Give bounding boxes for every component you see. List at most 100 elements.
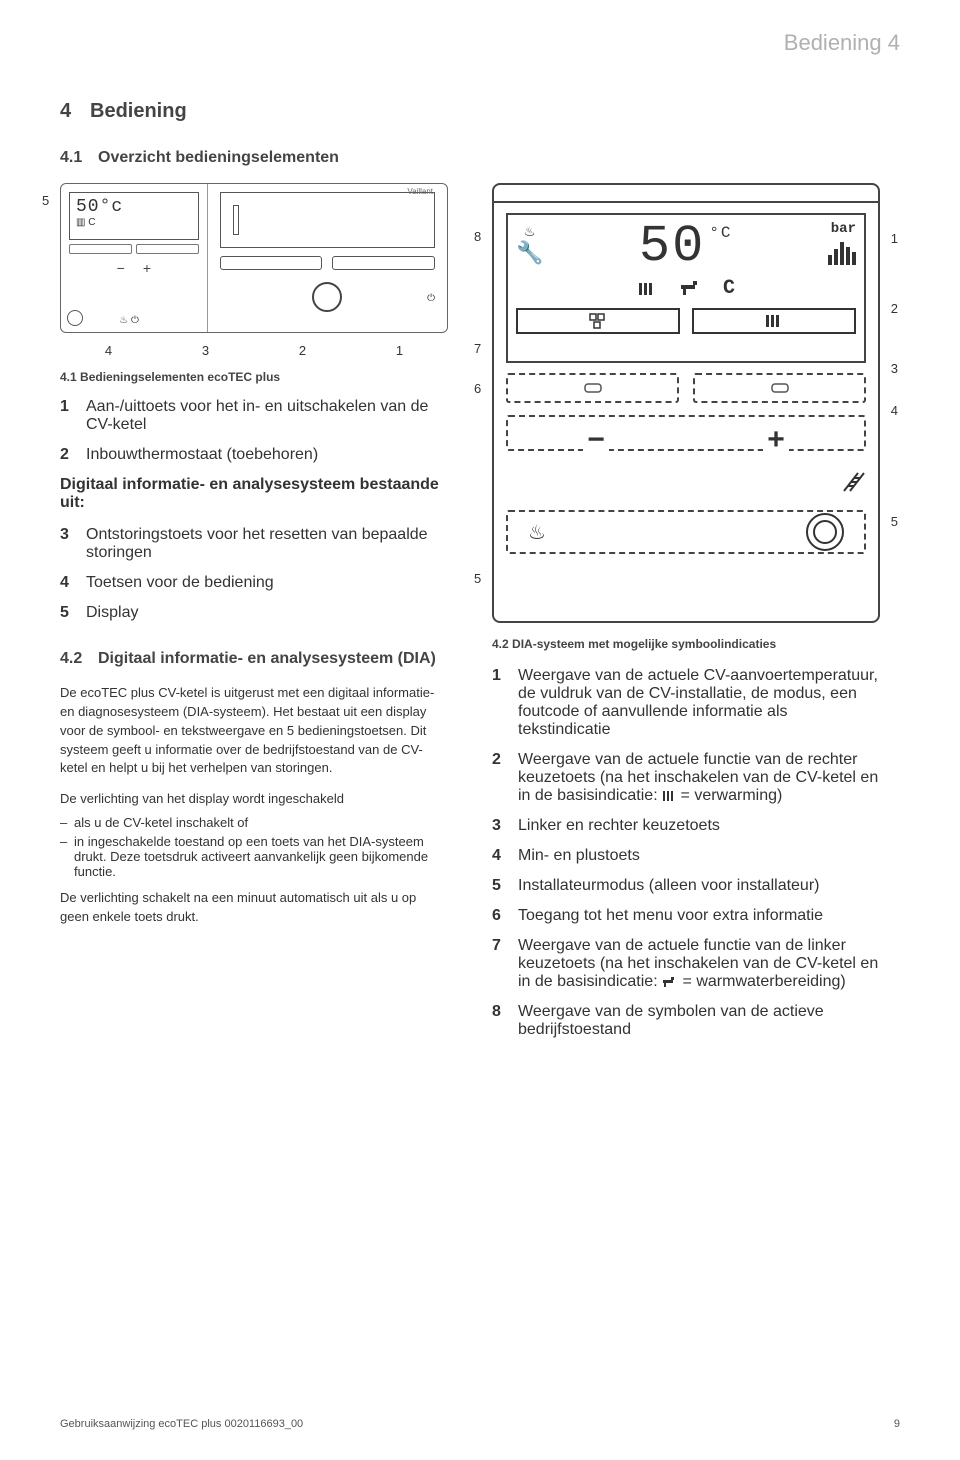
thermostat-button: [220, 256, 323, 270]
callout-num: 3: [891, 361, 898, 376]
footer-right: 9: [894, 1418, 900, 1430]
subsection-text: Overzicht bedieningselementen: [98, 149, 339, 166]
caption-text: Bedieningselementen ecoTEC plus: [80, 370, 280, 384]
left-softkey: [506, 373, 679, 403]
page-footer: Gebruiksaanwijzing ecoTEC plus 002011669…: [60, 1418, 900, 1430]
item-text: Weergave van de actuele functie van de l…: [518, 937, 880, 991]
tap-icon: [679, 277, 701, 300]
wrench-icon: 🔧: [516, 241, 543, 267]
pressure-bar-icon: [828, 239, 856, 265]
mini-button: [136, 244, 199, 254]
item-num: 5: [492, 877, 518, 895]
item-text: Weergave van de actuele functie van de r…: [518, 751, 880, 805]
right-key-label: [692, 308, 856, 334]
item-num: 8: [492, 1003, 518, 1039]
info-boxes-icon: [589, 313, 607, 329]
item-text: Linker en rechter keuzetoets: [518, 817, 880, 835]
caption-num: 4.2: [492, 637, 509, 651]
thermostat-dial: [312, 282, 342, 312]
brand-label: Vaillant: [407, 187, 433, 196]
section-number: 4: [60, 100, 90, 123]
callout-num: 3: [202, 343, 209, 358]
plus-minus-bar: [506, 415, 866, 451]
figure-4-1-caption: 4.1 Bedieningselementen ecoTEC plus: [60, 370, 448, 384]
panel-thermostat-section: Vaillant ⏻: [208, 184, 447, 332]
item-num: 1: [492, 667, 518, 739]
left-key-label: [516, 308, 680, 334]
degree-unit: °C: [709, 225, 732, 241]
callout-num: 6: [474, 381, 481, 396]
reset-button-icon: [67, 310, 83, 326]
subsection-4-1: 4.1Overzicht bedieningselementen: [60, 149, 900, 167]
mini-temp: 50°c: [76, 197, 192, 217]
subsection-number: 4.1: [60, 149, 98, 167]
thermostat-button: [332, 256, 435, 270]
footer-left: Gebruiksaanwijzing ecoTEC plus 002011669…: [60, 1418, 303, 1430]
temperature-value: 50°C: [639, 221, 733, 273]
item-text: Display: [86, 604, 448, 622]
callout-num: 7: [474, 341, 481, 356]
mini-button: [69, 244, 132, 254]
callout-num: 2: [299, 343, 306, 358]
power-button-icon: [806, 513, 844, 551]
callout-num: 4: [891, 403, 898, 418]
flame-icon: ♨: [525, 221, 535, 241]
ladder-icon: [840, 469, 866, 493]
radiator-icon: [662, 787, 676, 805]
right-softkey: [693, 373, 866, 403]
figure-4-2-caption: 4.2 DIA-systeem met mogelijke symboolind…: [492, 637, 880, 651]
section-title: 4Bediening: [60, 100, 900, 123]
running-header: Bediening 4: [784, 30, 900, 56]
figure-4-1-panel: 50°c ▥ C −+ ♨ ⏻ Vaillant: [60, 183, 448, 333]
item-num: 4: [60, 574, 86, 592]
mini-lcd: 50°c ▥ C: [69, 192, 199, 240]
item-num: 4: [492, 847, 518, 865]
list-item: als u de CV-ketel inschakelt of: [60, 815, 448, 830]
callout-num: 2: [891, 301, 898, 316]
item-num: 5: [60, 604, 86, 622]
paragraph: De verlichting schakelt na een minuut au…: [60, 889, 448, 927]
ladder-icon-row: [506, 469, 866, 498]
subsection-4-2: 4.2Digitaal informatie- en analysesystee…: [60, 650, 448, 668]
callout-num: 1: [891, 231, 898, 246]
subsection-text: Digitaal informatie- en analysesysteem (…: [98, 650, 436, 667]
item-num: 1: [60, 398, 86, 434]
bar-label: bar: [828, 221, 856, 237]
flame-power-icon: ♨ ⏻: [119, 315, 139, 326]
item-num: 2: [492, 751, 518, 805]
callout-num: 4: [105, 343, 112, 358]
callout-num: 5: [891, 514, 898, 529]
panel-display-section: 50°c ▥ C −+ ♨ ⏻: [61, 184, 208, 332]
list-item: in ingeschakelde toestand op een toets v…: [60, 834, 448, 879]
mode-icons-row: C: [516, 277, 856, 300]
mini-radiator-icon: ▥ C: [76, 217, 192, 228]
dash-list: als u de CV-ketel inschakelt of in inges…: [60, 815, 448, 879]
item-num: 6: [492, 907, 518, 925]
item-text: Aan-/uittoets voor het in- en uitschakel…: [86, 398, 448, 434]
item-text: Ontstoringstoets voor het resetten van b…: [86, 526, 448, 562]
item-text: Toegang tot het menu voor extra informat…: [518, 907, 880, 925]
callout-5-left: 5: [42, 193, 49, 208]
radiator-icon: [764, 313, 784, 329]
bottom-bar: ♨: [506, 510, 866, 554]
paragraph: De ecoTEC plus CV-ketel is uitgerust met…: [60, 684, 448, 778]
item-text: Inbouwthermostaat (toebehoren): [86, 446, 448, 464]
item-num: 2: [60, 446, 86, 464]
callout-num: 5: [474, 571, 481, 586]
list-4-2: 1Weergave van de actuele CV-aanvoertempe…: [492, 667, 880, 1039]
comfort-c-icon: C: [723, 277, 735, 300]
callout-num: 8: [474, 229, 481, 244]
item-text: Installateurmodus (alleen voor installat…: [518, 877, 880, 895]
item-num: 3: [60, 526, 86, 562]
callout-num: 1: [396, 343, 403, 358]
caption-num: 4.1: [60, 370, 77, 384]
paragraph: De verlichting van het display wordt ing…: [60, 790, 448, 809]
section-text: Bediening: [90, 100, 187, 122]
radiator-icon: [637, 277, 657, 300]
item-num: 7: [492, 937, 518, 991]
thermostat-display: [220, 192, 435, 248]
item-text: Weergave van de actuele CV-aanvoertemper…: [518, 667, 880, 739]
bold-intro-line: Digitaal informatie- en analysesysteem b…: [60, 476, 448, 512]
item-text: Min- en plustoets: [518, 847, 880, 865]
tap-icon: [662, 973, 678, 990]
